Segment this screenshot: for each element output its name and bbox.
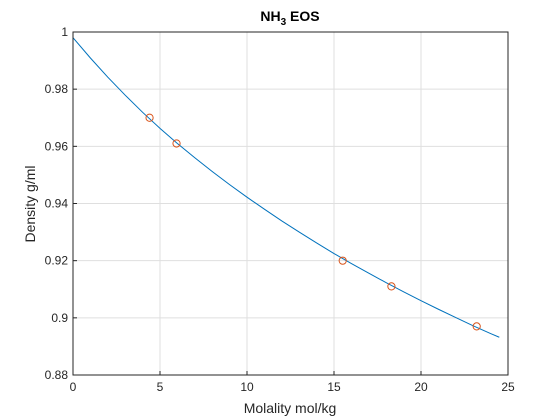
- x-tick-label: 10: [240, 380, 254, 394]
- ticks: [72, 31, 509, 376]
- x-tick-label: 15: [327, 380, 341, 394]
- data-point-marker: [172, 139, 181, 148]
- y-tick-label: 0.96: [45, 139, 69, 153]
- x-tick-label: 0: [70, 380, 77, 394]
- y-tick-label: 0.92: [45, 254, 69, 268]
- y-tick-label: 0.9: [51, 311, 68, 325]
- x-tick-label: 5: [157, 380, 164, 394]
- chart-title-subscript: 3: [281, 17, 287, 28]
- chart-title: NH3 EOS: [260, 8, 319, 28]
- data-point-marker: [472, 322, 481, 331]
- y-tick-label: 0.98: [45, 82, 69, 96]
- fit-curve-line: [72, 37, 500, 338]
- tick-labels: 0 5 10 15 20 25 0.88 0.9 0.92 0.94 0.96 0.98 1: [45, 25, 515, 394]
- data-point-marker: [387, 282, 396, 291]
- y-tick-label: 1: [61, 25, 68, 39]
- data-point-marker: [145, 113, 154, 122]
- grid: [72, 31, 509, 376]
- data-point-marker: [338, 256, 347, 265]
- y-tick-label: 0.94: [45, 197, 69, 211]
- y-axis-label: Density g/ml: [22, 165, 38, 242]
- y-tick-label: 0.88: [45, 368, 69, 382]
- x-axis-label: Molality mol/kg: [244, 400, 337, 416]
- series-layer: [72, 37, 500, 338]
- x-tick-label: 20: [414, 380, 428, 394]
- chart-title-suffix: EOS: [286, 8, 319, 24]
- chart-title-main: NH: [260, 8, 280, 24]
- x-tick-label: 25: [501, 380, 515, 394]
